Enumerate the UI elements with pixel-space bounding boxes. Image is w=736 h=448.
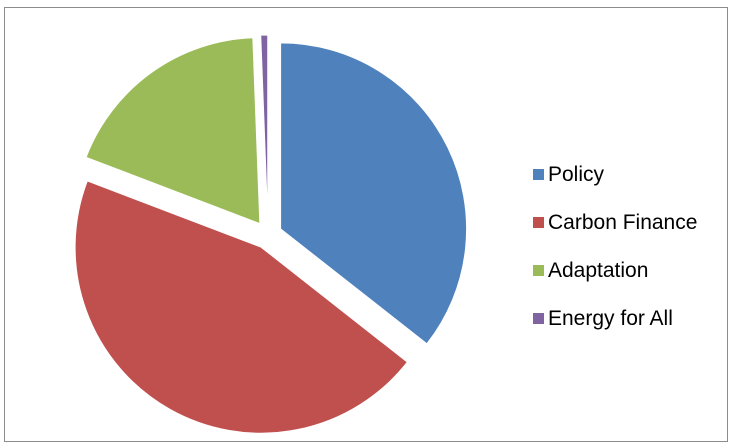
pie-chart [74, 34, 468, 434]
legend-item-carbon-finance: Carbon Finance [533, 198, 697, 246]
legend-item-energy-for-all: Energy for All [533, 294, 697, 342]
legend-swatch-policy [533, 168, 544, 180]
legend-swatch-carbon-finance [533, 216, 544, 228]
pie-slice-policy [280, 42, 468, 345]
legend-swatch-energy-for-all [533, 312, 544, 324]
legend-label-adaptation: Adaptation [548, 258, 649, 282]
pie-slice-energy-for-all [260, 34, 269, 222]
legend: Policy Carbon Finance Adaptation Energy … [533, 150, 697, 342]
legend-item-policy: Policy [533, 150, 697, 198]
legend-label-carbon-finance: Carbon Finance [548, 210, 698, 234]
legend-label-energy-for-all: Energy for All [548, 306, 673, 330]
legend-swatch-adaptation [533, 264, 544, 276]
legend-item-adaptation: Adaptation [533, 246, 697, 294]
pie-slice-adaptation [85, 37, 261, 225]
legend-label-policy: Policy [548, 162, 605, 186]
chart-area: Policy Carbon Finance Adaptation Energy … [4, 7, 728, 442]
pie-slice-carbon-finance [74, 180, 409, 434]
